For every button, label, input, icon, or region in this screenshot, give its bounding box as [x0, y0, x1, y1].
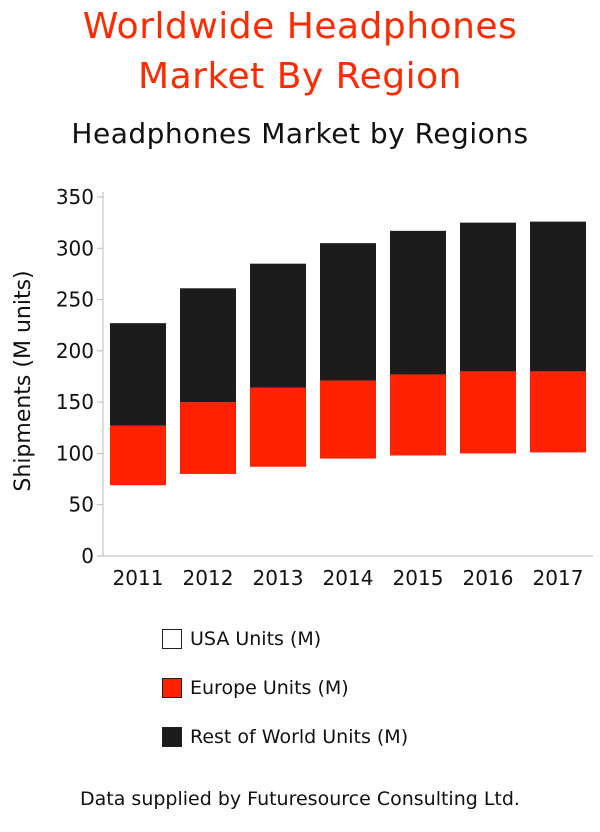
- bar-segment-europe: [320, 380, 376, 459]
- page-title: Worldwide Headphones Market By Region: [82, 6, 518, 97]
- x-tick-label: 2013: [253, 566, 304, 590]
- legend-label-rest-of-world: Rest of World Units (M): [190, 725, 409, 748]
- x-tick-label: 2011: [113, 566, 164, 590]
- bar-segment-rest-of-world: [250, 263, 306, 388]
- y-tick-label: 350: [56, 185, 94, 209]
- bar-segment-europe: [180, 402, 236, 474]
- bars-group: [110, 221, 586, 556]
- bar-segment-rest-of-world: [460, 222, 516, 372]
- bar-segment-usa: [390, 455, 446, 556]
- x-tick-label: 2014: [323, 566, 374, 590]
- legend-swatch-rest-of-world: [162, 726, 182, 747]
- y-tick-label: 200: [56, 339, 94, 363]
- bar-segment-rest-of-world: [320, 243, 376, 381]
- y-tick-label: 300: [56, 236, 94, 260]
- bar-segment-rest-of-world: [180, 288, 236, 403]
- bar-segment-usa: [460, 453, 516, 556]
- bar-segment-usa: [530, 452, 586, 556]
- x-axis: 2011 2012 2013 2014 2015 2016 2017: [113, 566, 584, 590]
- bar-segment-usa: [110, 485, 166, 556]
- legend-label-europe: Europe Units (M): [190, 676, 349, 699]
- bar-segment-rest-of-world: [390, 230, 446, 375]
- y-tick-label: 250: [56, 288, 94, 312]
- legend-item-europe: Europe Units (M): [162, 675, 408, 700]
- legend-item-usa: USA Units (M): [162, 626, 408, 651]
- y-tick-label: 150: [56, 390, 94, 414]
- bar-segment-europe: [250, 387, 306, 467]
- legend: USA Units (M) Europe Units (M) Rest of W…: [162, 626, 408, 773]
- x-tick-label: 2015: [393, 566, 444, 590]
- legend-label-usa: USA Units (M): [190, 627, 322, 650]
- bar-segment-rest-of-world: [110, 323, 166, 426]
- bar-segment-usa: [320, 458, 376, 556]
- legend-item-rest-of-world: Rest of World Units (M): [162, 724, 408, 749]
- y-axis: 0 50 100 150 200 250 300 350: [56, 185, 103, 568]
- x-tick-label: 2012: [183, 566, 234, 590]
- y-tick-label: 100: [56, 441, 94, 465]
- source-note: Data supplied by Futuresource Consulting…: [80, 788, 520, 810]
- y-axis-title: Shipments (M units): [11, 270, 36, 491]
- y-tick-label: 50: [69, 493, 94, 517]
- bar-segment-europe: [390, 374, 446, 456]
- bar-segment-usa: [180, 473, 236, 556]
- legend-swatch-usa: [162, 628, 182, 649]
- legend-swatch-europe: [162, 677, 182, 698]
- bar-segment-europe: [530, 371, 586, 453]
- bar-segment-europe: [460, 371, 516, 454]
- bar-segment-rest-of-world: [530, 221, 586, 372]
- bar-segment-europe: [110, 425, 166, 486]
- x-tick-label: 2017: [533, 566, 584, 590]
- bar-segment-usa: [250, 466, 306, 556]
- chart-title: Headphones Market by Regions: [71, 117, 529, 150]
- y-tick-label: 0: [81, 544, 94, 568]
- x-tick-label: 2016: [463, 566, 514, 590]
